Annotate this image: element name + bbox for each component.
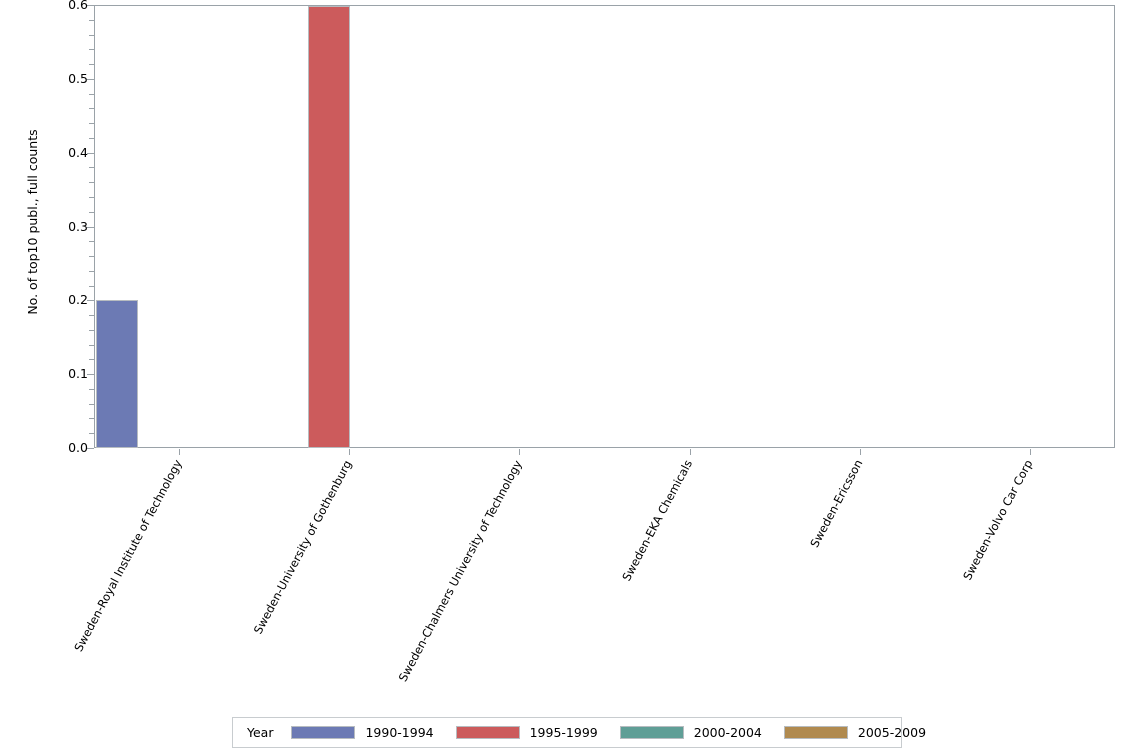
bar: [96, 300, 138, 448]
x-axis-category-label: Sweden-Royal Institute of Technology: [71, 457, 185, 654]
y-minor-tick-mark: [89, 403, 94, 405]
legend: Year 1990-1994 1995-1999 2000-2004 2005-200…: [232, 717, 926, 748]
legend-entry[interactable]: 1990-1994: [291, 725, 434, 740]
y-minor-tick-mark: [89, 211, 94, 213]
y-tick-label: 0.0: [68, 440, 88, 455]
y-minor-tick-mark: [89, 137, 94, 139]
y-minor-tick-mark: [89, 285, 94, 287]
legend-color-swatch: [619, 726, 684, 739]
x-tick-mark: [179, 449, 180, 455]
x-tick-mark: [349, 449, 350, 455]
y-tick-label: 0.3: [68, 218, 88, 234]
y-minor-tick-mark: [89, 19, 94, 21]
y-minor-tick-mark: [89, 93, 94, 95]
x-tick-mark: [690, 449, 691, 455]
legend-entry-label: 1995-1999: [529, 725, 598, 740]
y-tick-label: 0.5: [68, 70, 88, 86]
legend-entry-label: 2000-2004: [693, 725, 762, 740]
y-minor-tick-mark: [89, 344, 94, 346]
legend-entry[interactable]: 1995-1999: [455, 725, 598, 740]
y-minor-tick-mark: [89, 359, 94, 361]
bar: [308, 6, 350, 448]
y-minor-tick-mark: [89, 49, 94, 51]
y-minor-tick-mark: [89, 167, 94, 169]
x-tick-mark: [519, 449, 520, 455]
x-axis-category-label: Sweden-Chalmers University of Technology: [395, 457, 525, 684]
legend-color-swatch: [783, 726, 848, 739]
y-minor-tick-mark: [89, 418, 94, 420]
y-minor-tick-mark: [89, 34, 94, 36]
y-minor-tick-mark: [89, 123, 94, 125]
x-axis-category-label: Sweden-Volvo Car Corp: [960, 457, 1036, 583]
y-minor-tick-mark: [89, 256, 94, 258]
y-minor-tick-mark: [89, 315, 94, 317]
y-tick-label: 0.6: [68, 0, 88, 12]
y-tick-mark: [87, 448, 94, 449]
legend-entry-label: 2005-2009: [857, 725, 927, 740]
y-tick-mark: [87, 300, 94, 302]
legend-content: Year 1990-1994 1995-1999 2000-2004 2005-200…: [233, 718, 926, 747]
x-tick-mark: [1030, 449, 1031, 455]
legend-color-swatch: [291, 726, 356, 739]
y-tick-mark: [87, 78, 94, 80]
y-minor-tick-mark: [89, 182, 94, 184]
legend-entries: 1990-1994 1995-1999 2000-2004 2005-2009: [291, 725, 948, 740]
legend-entry[interactable]: 2000-2004: [619, 725, 762, 740]
x-axis-category-label: Sweden-University of Gothenburg: [250, 457, 355, 637]
y-tick-label: 0.4: [68, 144, 88, 160]
y-minor-tick-mark: [89, 270, 94, 272]
y-minor-tick-mark: [89, 241, 94, 243]
legend-entry[interactable]: 2005-2009: [783, 725, 927, 740]
y-tick-mark: [87, 374, 94, 376]
plot-area: [94, 5, 1115, 448]
y-minor-tick-mark: [89, 196, 94, 198]
y-minor-tick-mark: [89, 329, 94, 331]
y-tick-mark: [87, 226, 94, 228]
x-tick-mark: [860, 449, 861, 455]
legend-entry-label: 1990-1994: [365, 725, 434, 740]
y-tick-label: 0.1: [68, 366, 88, 382]
y-tick-label: 0.2: [68, 292, 88, 308]
x-axis-category-label: Sweden-EKA Chemicals: [619, 457, 696, 584]
y-tick-mark: [87, 5, 94, 6]
y-minor-tick-mark: [89, 388, 94, 390]
y-minor-tick-mark: [89, 433, 94, 435]
legend-color-swatch: [455, 726, 520, 739]
y-tick-mark: [87, 152, 94, 154]
x-axis-category-label: Sweden-Ericsson: [807, 457, 866, 550]
y-minor-tick-mark: [89, 64, 94, 66]
y-minor-tick-mark: [89, 108, 94, 110]
legend-title: Year: [247, 725, 274, 740]
